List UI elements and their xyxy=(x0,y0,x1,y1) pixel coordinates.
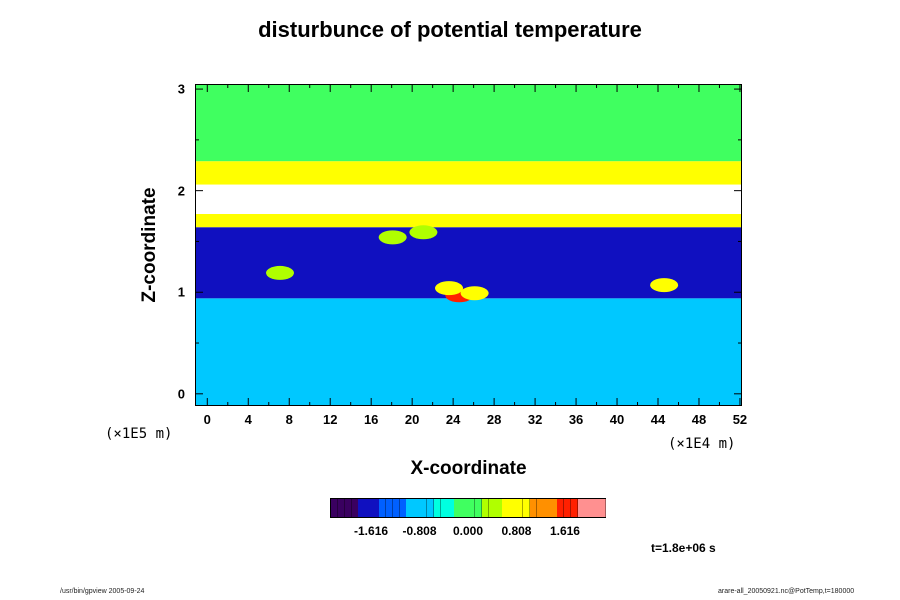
x-tick-label: 8 xyxy=(285,412,293,427)
y-tick-label: 2 xyxy=(177,183,185,199)
colorbar-tick-label: 0.000 xyxy=(452,524,484,538)
x-tick-label: 24 xyxy=(445,412,461,427)
x-tick-label: 16 xyxy=(363,412,379,427)
colorbar-tick-label: -0.808 xyxy=(402,524,437,538)
y-tick-label: 3 xyxy=(177,81,185,97)
band-missing-layer xyxy=(196,184,741,215)
colorbar-tick-label: 0.808 xyxy=(501,524,532,538)
footer-source: arare-all_20050921.nc@PotTemp,t=180000 xyxy=(718,588,855,595)
plume-feature xyxy=(650,278,679,293)
plume-feature xyxy=(378,230,407,245)
band-upper-layer xyxy=(196,85,741,162)
colorbar-segment xyxy=(598,499,606,517)
y-axis-unit: (×1E5 m) xyxy=(105,426,173,442)
heatmap-field xyxy=(196,85,741,405)
plume-feature xyxy=(460,286,489,301)
x-axis-label: X-coordinate xyxy=(410,458,527,479)
band-warm-layer xyxy=(196,161,741,185)
band-lower-layer xyxy=(196,298,741,405)
colorbar-tick-label: 1.616 xyxy=(549,524,580,538)
x-tick-label: 0 xyxy=(203,412,211,427)
band-transition-layer xyxy=(196,214,741,228)
plume-feature xyxy=(435,281,464,296)
x-tick-label: 20 xyxy=(404,412,420,427)
time-label: t=1.8e+06 s xyxy=(651,541,716,555)
plume-feature xyxy=(265,265,294,280)
y-tick-label: 0 xyxy=(177,386,185,402)
x-tick-label: 44 xyxy=(650,412,666,427)
colorbar xyxy=(330,498,606,518)
plume-feature xyxy=(409,225,438,240)
x-tick-label: 52 xyxy=(732,412,748,427)
x-tick-label: 36 xyxy=(568,412,584,427)
chart-title: disturbunce of potential temperature xyxy=(258,17,642,42)
x-tick-label: 48 xyxy=(691,412,707,427)
x-tick-label: 12 xyxy=(322,412,338,427)
plot-area xyxy=(195,84,742,406)
colorbar-tick-label: -1.616 xyxy=(354,524,389,538)
x-tick-label: 32 xyxy=(527,412,543,427)
y-tick-label: 1 xyxy=(177,284,185,300)
band-cold-layer xyxy=(196,227,741,299)
x-tick-label: 28 xyxy=(486,412,502,427)
footer-command: /usr/bin/gpview 2005-09-24 xyxy=(60,588,145,595)
x-tick-label: 4 xyxy=(244,412,252,427)
x-axis-unit: (×1E4 m) xyxy=(668,436,736,452)
y-axis-label: Z-coordinate xyxy=(139,187,160,303)
x-tick-label: 40 xyxy=(609,412,625,427)
